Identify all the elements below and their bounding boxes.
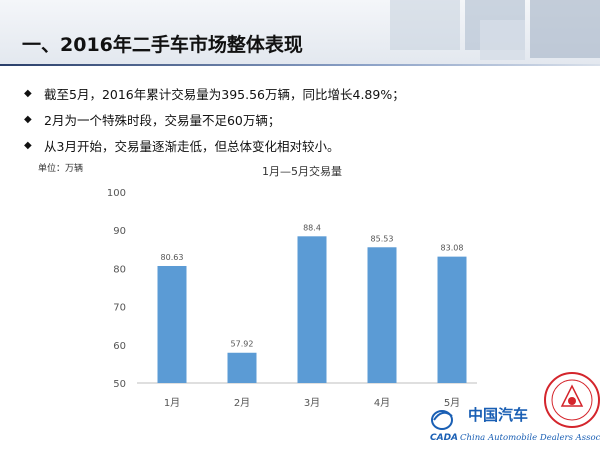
- diamond-bullet-icon: ◆: [24, 139, 32, 151]
- bar-chart: 单位：万辆 1月—5月交易量 50 60 70 80 90 100 80.63 1月 57.92…: [38, 162, 477, 409]
- y-tick-label: 90: [113, 226, 126, 237]
- diamond-bullet-icon: ◆: [24, 113, 32, 125]
- bullet-item: ◆ 从3月开始，交易量逐渐走低，但总体变化相对较小。: [24, 132, 584, 158]
- cada-logo-graphic: 中国汽车 CADA China Automobile Dealers Assoc…: [430, 372, 600, 443]
- bar-value-label: 57.92: [231, 340, 254, 349]
- logo-english-text: China Automobile Dealers Association: [460, 433, 600, 443]
- diamond-bullet-icon: ◆: [24, 87, 32, 99]
- logo-abbreviation: CADA: [430, 433, 458, 443]
- y-tick-label: 100: [107, 188, 126, 199]
- y-tick-label: 60: [113, 341, 126, 352]
- bar-value-label: 85.53: [371, 234, 394, 243]
- x-tick-label: 3月: [304, 397, 320, 409]
- bar: [227, 352, 257, 383]
- x-tick-label: 1月: [164, 397, 180, 409]
- logo-chinese-text: 中国汽车: [468, 406, 528, 424]
- bullet-text: 从3月开始，交易量逐渐走低，但总体变化相对较小。: [44, 138, 340, 154]
- association-seal: [544, 372, 600, 428]
- cada-logo: 中国汽车 CADA China Automobile Dealers Assoc…: [430, 370, 600, 450]
- bar-value-label: 83.08: [441, 244, 464, 253]
- bar: [297, 236, 327, 383]
- x-tick-label: 4月: [374, 397, 390, 409]
- header-cubes-decoration: [390, 0, 600, 60]
- x-tick-label: 2月: [234, 397, 250, 409]
- bullet-text: 2月为一个特殊时段，交易量不足60万辆；: [44, 112, 281, 128]
- bullet-item: ◆ 截至5月，2016年累计交易量为395.56万辆，同比增长4.89%；: [24, 80, 584, 106]
- y-tick-label: 80: [113, 264, 126, 275]
- title-underline: [0, 64, 600, 66]
- bar: [157, 265, 187, 383]
- slide-title: 一、2016年二手车市场整体表现: [22, 34, 303, 56]
- chart-title: 1月—5月交易量: [262, 164, 342, 178]
- bar: [437, 256, 467, 383]
- bullet-list: ◆ 截至5月，2016年累计交易量为395.56万辆，同比增长4.89%； ◆ …: [24, 80, 584, 158]
- bar-value-label: 88.4: [303, 223, 321, 232]
- y-tick-label: 70: [113, 303, 126, 314]
- chart-unit-label: 单位：万辆: [38, 162, 83, 174]
- x-tick-label: 5月: [444, 397, 460, 409]
- bar-value-label: 80.63: [161, 253, 184, 262]
- bar: [367, 247, 397, 383]
- bullet-text: 截至5月，2016年累计交易量为395.56万辆，同比增长4.89%；: [44, 86, 405, 102]
- bullet-item: ◆ 2月为一个特殊时段，交易量不足60万辆；: [24, 106, 584, 132]
- slide-header: 一、2016年二手车市场整体表现: [0, 0, 600, 64]
- y-tick-label: 50: [113, 379, 126, 390]
